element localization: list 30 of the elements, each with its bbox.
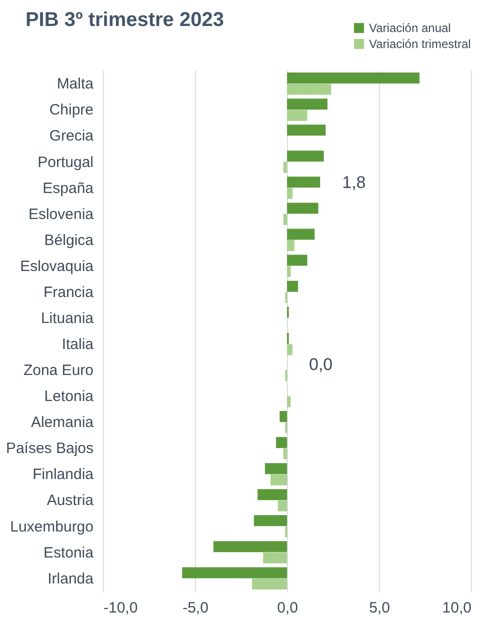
legend-label: Variación anual bbox=[369, 21, 451, 35]
y-tick-label: Estonia bbox=[43, 544, 94, 562]
y-tick-label: Luxemburgo bbox=[10, 518, 94, 536]
legend-label: Variación trimestral bbox=[369, 37, 471, 51]
x-tick-label: -5,0 bbox=[182, 600, 208, 616]
y-tick-label: Bélgica bbox=[44, 232, 94, 249]
y-tick-label: Italia bbox=[62, 336, 94, 354]
y-tick-label: Alemania bbox=[30, 414, 94, 432]
y-tick-label: Austria bbox=[46, 492, 94, 510]
data-label: 1,8 bbox=[342, 172, 366, 192]
y-tick-label: Portugal bbox=[38, 154, 94, 171]
y-tick-label: Grecia bbox=[49, 128, 94, 145]
x-tick-label: 10,0 bbox=[442, 600, 472, 616]
y-tick-label: Eslovaquia bbox=[20, 258, 94, 275]
y-tick-label: Malta bbox=[56, 76, 94, 93]
x-tick-label: -10,0 bbox=[104, 600, 138, 616]
x-tick-label: 5,0 bbox=[369, 600, 390, 616]
chart-title: PIB 3º trimestre 2023 bbox=[25, 9, 224, 31]
x-tick-label: 0,0 bbox=[277, 600, 298, 616]
y-tick-label: España bbox=[42, 180, 94, 197]
y-tick-label: Irlanda bbox=[48, 570, 94, 588]
y-tick-label: Finlandia bbox=[32, 466, 94, 484]
y-tick-label: Chipre bbox=[49, 102, 94, 119]
y-tick-label: Eslovenia bbox=[28, 206, 94, 223]
y-tick-label: Zona Euro bbox=[23, 362, 94, 380]
y-tick-label: Francia bbox=[43, 284, 94, 301]
y-tick-label: Letonia bbox=[44, 388, 94, 406]
y-tick-label: Lituania bbox=[40, 310, 94, 327]
y-tick-label: Países Bajos bbox=[6, 440, 94, 458]
data-label: 0,0 bbox=[309, 355, 333, 374]
